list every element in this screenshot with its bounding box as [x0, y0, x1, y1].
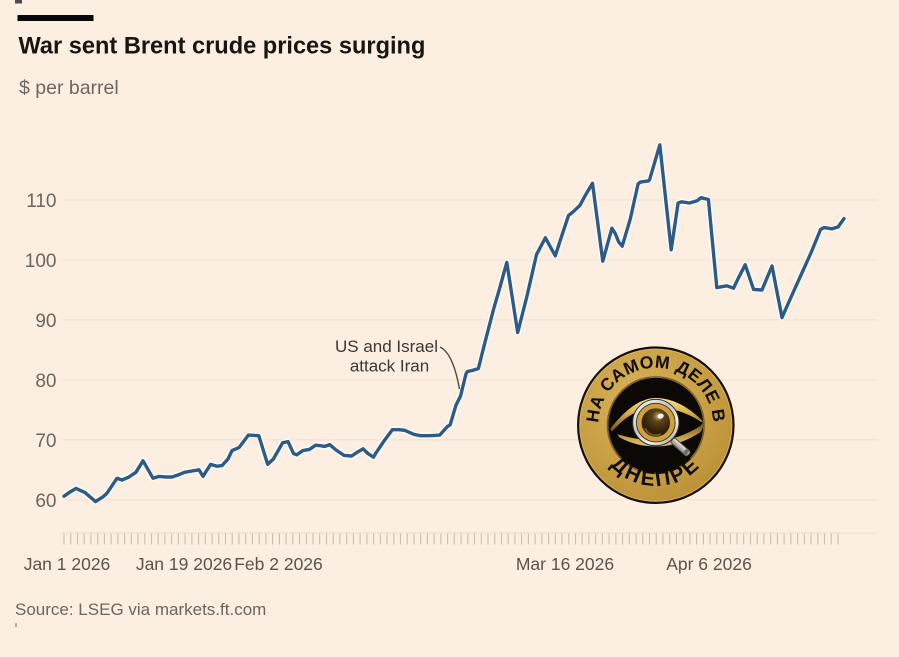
- svg-text:70: 70: [35, 431, 56, 452]
- svg-text:attack Iran: attack Iran: [350, 357, 429, 376]
- svg-text:Apr 6 2026: Apr 6 2026: [666, 554, 752, 574]
- svg-text:60: 60: [35, 491, 56, 512]
- svg-text:80: 80: [35, 371, 56, 392]
- svg-text:100: 100: [25, 251, 57, 272]
- svg-text:Source: LSEG via markets.ft.co: Source: LSEG via markets.ft.com: [15, 600, 266, 619]
- svg-text:Jan 1 2026: Jan 1 2026: [24, 554, 111, 574]
- svg-text:War sent Brent crude prices su: War sent Brent crude prices surging: [19, 34, 426, 60]
- svg-text:90: 90: [35, 311, 56, 332]
- svg-text:Mar 16 2026: Mar 16 2026: [516, 554, 614, 574]
- svg-text:US and Israel: US and Israel: [335, 337, 438, 356]
- svg-text:Feb 2 2026: Feb 2 2026: [234, 554, 323, 574]
- svg-text:Jan 19 2026: Jan 19 2026: [136, 554, 232, 574]
- svg-text:$ per barrel: $ per barrel: [19, 77, 119, 99]
- svg-text:110: 110: [26, 191, 56, 212]
